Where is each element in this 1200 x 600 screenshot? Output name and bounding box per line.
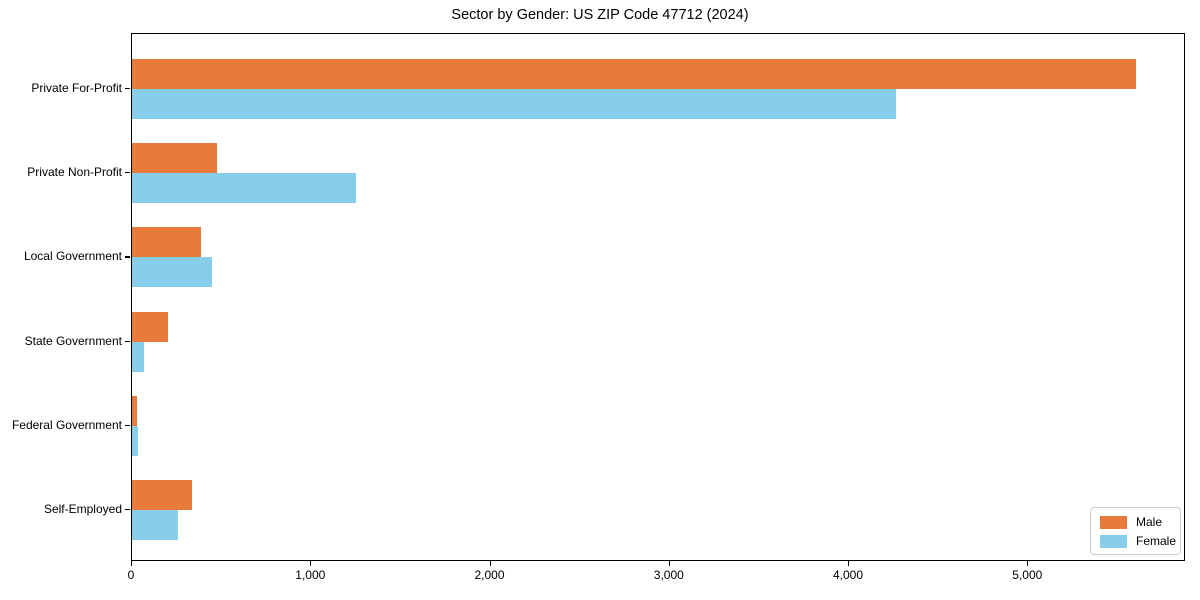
x-tick-mark xyxy=(848,561,850,566)
y-tick-mark xyxy=(125,88,130,90)
x-tick-label-2000: 2,000 xyxy=(474,568,505,582)
y-tick-mark xyxy=(125,424,130,426)
x-tick-mark xyxy=(489,561,491,566)
bar-male-state-government xyxy=(132,311,168,342)
x-tick-label-1000: 1,000 xyxy=(295,568,326,582)
legend-label-male: Male xyxy=(1136,515,1163,529)
bar-female-federal-government xyxy=(132,425,139,456)
y-tick-label-state-government: State Government xyxy=(24,333,122,348)
y-tick-label-private-for-profit: Private For-Profit xyxy=(31,81,122,95)
bar-female-state-government xyxy=(132,341,144,372)
x-tick-mark xyxy=(1027,561,1029,566)
bar-male-private-for-profit xyxy=(132,59,1136,89)
y-tick-mark xyxy=(125,172,130,174)
legend-swatch-female xyxy=(1100,534,1127,548)
legend-swatch-male xyxy=(1100,515,1127,529)
x-tick-mark xyxy=(668,561,670,566)
legend-item-female: Female xyxy=(1100,533,1176,549)
y-tick-label-federal-government: Federal Government xyxy=(11,417,122,432)
bar-female-local-government xyxy=(132,257,212,288)
bar-female-private-for-profit xyxy=(132,89,896,119)
y-tick-mark xyxy=(125,256,130,258)
bar-male-self-employed xyxy=(132,480,192,510)
bar-male-private-non-profit xyxy=(132,143,218,174)
legend-label-female: Female xyxy=(1136,534,1177,548)
y-tick-label-local-government: Local Government xyxy=(23,249,122,264)
x-tick-label-0: 0 xyxy=(127,568,135,582)
y-tick-label-self-employed: Self-Employed xyxy=(43,502,122,516)
x-tick-label-4000: 4,000 xyxy=(832,568,864,582)
bar-female-private-non-profit xyxy=(132,173,357,204)
legend-item-male: Male xyxy=(1100,514,1172,530)
bar-male-federal-government xyxy=(132,395,138,426)
y-tick-mark xyxy=(125,509,130,511)
plot-area xyxy=(131,33,1185,561)
bar-male-local-government xyxy=(132,227,201,258)
y-tick-mark xyxy=(125,340,130,342)
x-tick-label-5000: 5,000 xyxy=(1012,568,1043,582)
bar-female-self-employed xyxy=(132,510,178,540)
x-tick-mark xyxy=(131,561,133,566)
legend: Male Female xyxy=(1090,507,1181,555)
y-tick-label-private-non-profit: Private Non-Profit xyxy=(27,165,122,180)
x-tick-mark xyxy=(310,561,312,566)
x-tick-label-3000: 3,000 xyxy=(653,568,684,582)
chart-title: Sector by Gender: US ZIP Code 47712 (202… xyxy=(451,7,749,23)
